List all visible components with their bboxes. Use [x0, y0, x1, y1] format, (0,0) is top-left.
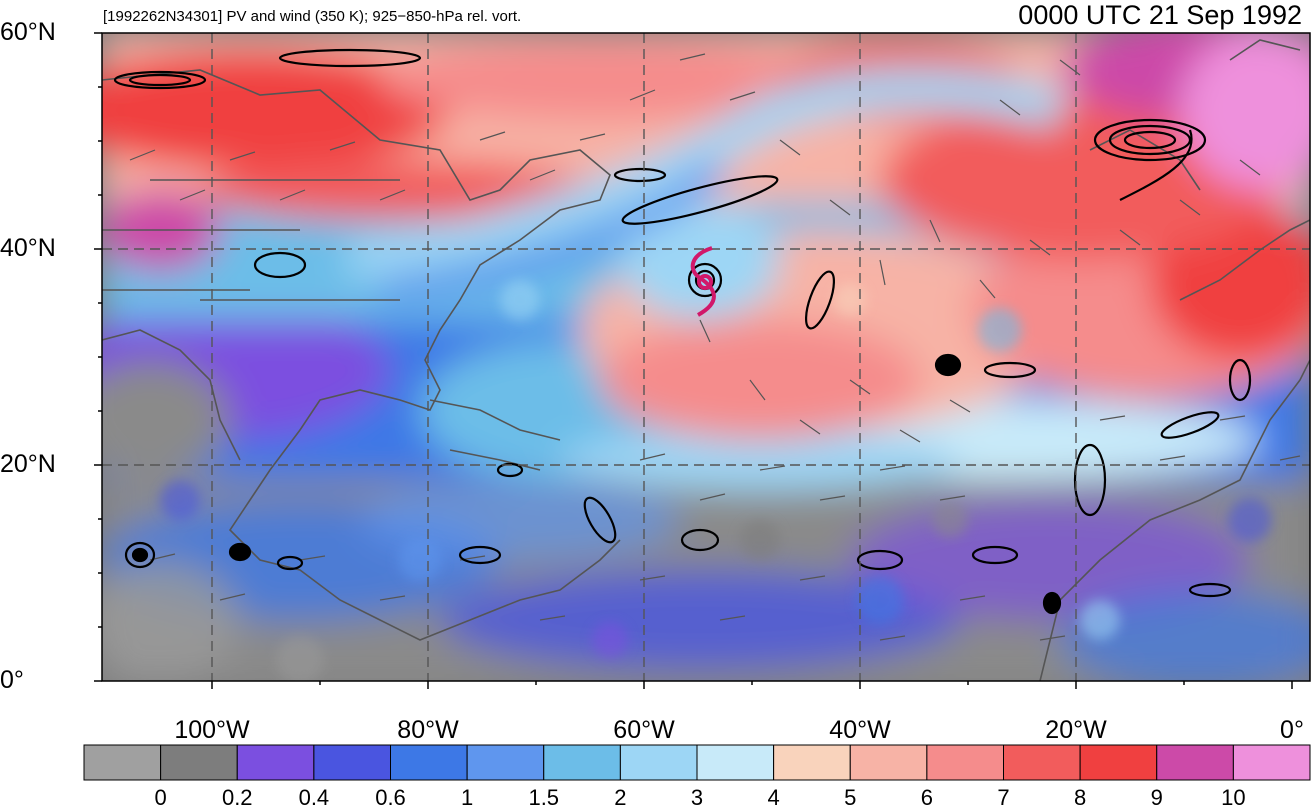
colorbar-label: 10	[1221, 785, 1246, 810]
lat-label-eq: 0°	[0, 666, 24, 694]
lon-label-0: 0°	[1280, 716, 1304, 744]
colorbar-label: 0	[154, 785, 167, 810]
colorbar-label: 6	[920, 785, 933, 810]
colorbar-label: 1	[461, 785, 474, 810]
lat-label-60n: 60°N	[0, 18, 56, 46]
coastlines	[102, 39, 1310, 681]
colorbar-swatch	[390, 744, 468, 781]
map-datetime: 0000 UTC 21 Sep 1992	[1018, 0, 1302, 30]
grid-lines	[102, 33, 1310, 681]
lon-label-60w: 60°W	[613, 716, 675, 744]
pv-field	[102, 33, 1310, 681]
colorbar-swatch	[1079, 744, 1158, 781]
colorbar-swatch	[696, 744, 775, 781]
colorbar-swatch	[543, 744, 621, 781]
colorbar-swatch	[926, 744, 1004, 781]
colorbar-swatch	[466, 744, 545, 781]
colorbar	[83, 744, 1311, 781]
colorbar-label: 0.2	[221, 785, 253, 810]
colorbar-label: 4	[767, 785, 780, 810]
colorbar-swatch	[1232, 744, 1311, 781]
colorbar-swatch	[773, 744, 851, 781]
lon-label-20w: 20°W	[1045, 716, 1107, 744]
colorbar-swatch	[1003, 744, 1081, 781]
colorbar-swatch	[313, 744, 391, 781]
colorbar-label: 0.6	[375, 785, 406, 810]
colorbar-swatch	[160, 744, 238, 781]
plot-frame	[94, 32, 1311, 689]
colorbar-label: 0.4	[298, 785, 330, 810]
colorbar-label: 7	[997, 785, 1010, 810]
colorbar-label: 8	[1074, 785, 1087, 810]
colorbar-swatch	[849, 744, 928, 781]
colorbar-swatch	[619, 744, 698, 781]
colorbar-label: 2	[614, 785, 627, 810]
colorbar-swatch	[1156, 744, 1234, 781]
colorbar-label: 9	[1150, 785, 1163, 810]
lon-label-40w: 40°W	[829, 716, 891, 744]
colorbar-swatch	[236, 744, 315, 781]
lon-label-80w: 80°W	[397, 716, 459, 744]
map-title: [1992262N34301] PV and wind (350 K); 925…	[103, 8, 522, 25]
lat-label-20n: 20°N	[0, 450, 56, 478]
lon-label-100w: 100°W	[174, 716, 250, 744]
colorbar-label: 5	[844, 785, 857, 810]
wind-barbs	[129, 53, 1301, 641]
colorbar-label: 1.5	[528, 785, 560, 810]
lat-label-40n: 40°N	[0, 234, 56, 262]
colorbar-label: 3	[690, 785, 704, 810]
tropical-cyclone-icon	[687, 246, 723, 317]
vorticity-contours	[113, 48, 1252, 615]
colorbar-swatch	[83, 744, 162, 781]
